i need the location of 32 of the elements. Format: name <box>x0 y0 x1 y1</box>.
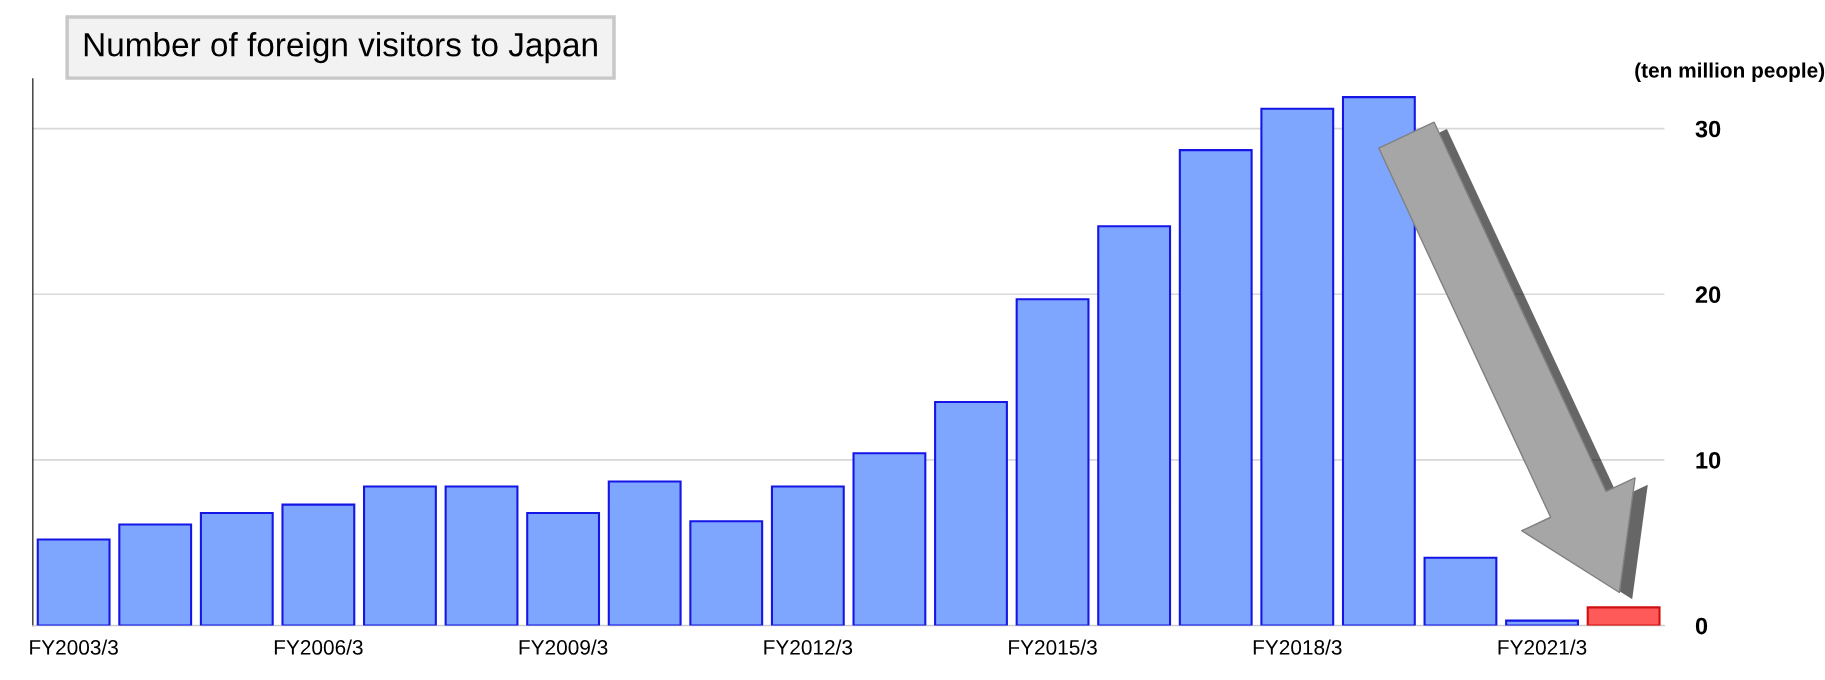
y-tick-label: 30 <box>1695 120 1721 138</box>
x-tick-label: FY2015/3 <box>1009 639 1097 655</box>
bar <box>934 400 1008 626</box>
bar <box>607 480 682 626</box>
x-tick-label: FY2018/3 <box>1253 639 1342 655</box>
bar <box>199 511 274 626</box>
bar <box>689 520 764 626</box>
bar <box>118 523 193 626</box>
y-tick-label: 10 <box>1696 452 1721 469</box>
x-tick-label: FY2003/3 <box>30 639 118 655</box>
bar <box>770 485 845 626</box>
y-axis-title: (ten million people) <box>1635 62 1825 82</box>
bar <box>1341 96 1416 626</box>
x-tick-label: FY2009/3 <box>519 639 608 655</box>
bar <box>1015 298 1090 626</box>
x-tick-label: FY2006/3 <box>274 639 363 655</box>
x-tick-label: FY2012/3 <box>764 639 853 655</box>
bar <box>363 485 437 626</box>
y-tick-label: 20 <box>1695 286 1721 304</box>
x-tick-label: FY2021/3 <box>1498 639 1587 655</box>
bar <box>852 452 927 626</box>
bar <box>1260 107 1335 626</box>
bar <box>1586 606 1661 626</box>
bar <box>36 538 111 626</box>
y-tick-label: 0 <box>1695 617 1708 635</box>
bar <box>1178 149 1253 626</box>
bar <box>1423 556 1498 626</box>
bar <box>1097 225 1172 626</box>
bar <box>281 503 356 626</box>
bar <box>444 485 519 626</box>
chart-title: Number of foreign visitors to Japan <box>84 32 597 64</box>
bar <box>526 511 601 626</box>
